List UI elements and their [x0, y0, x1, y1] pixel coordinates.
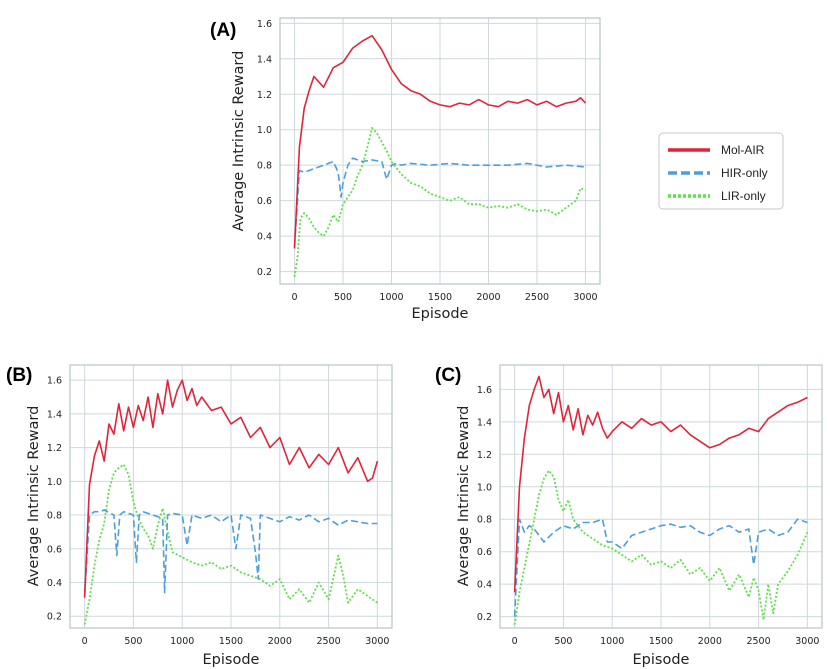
y-tick-label: 1.2 — [477, 450, 492, 461]
y-tick-label: 1.0 — [477, 482, 492, 493]
x-axis-label: Episode — [412, 306, 469, 322]
x-tick-label: 2500 — [525, 292, 549, 303]
x-tick-label: 1500 — [428, 292, 452, 303]
chart-panel-c: 0 500 1000 1500 2000 2500 3000 0.2 0.4 0.6 0.8 1.0 1… — [435, 364, 823, 668]
x-tick-label: 1000 — [379, 292, 403, 303]
y-tick-label: 0.8 — [47, 511, 62, 522]
x-tick-label: 2000 — [476, 292, 500, 303]
series-line-lir-only — [513, 469, 809, 625]
x-tick-label: 0 — [292, 292, 298, 303]
plot-frame — [69, 364, 393, 629]
y-tick-label: 0.6 — [47, 544, 62, 555]
x-tick-label: 2500 — [316, 636, 340, 647]
series-line-hir-only — [513, 518, 808, 617]
x-tick-label: 1500 — [219, 636, 243, 647]
y-tick-label: 0.4 — [477, 580, 492, 591]
panel-letter-a: (A) — [210, 20, 236, 41]
y-tick-label: 0.6 — [257, 196, 272, 207]
x-tick-label: 500 — [554, 636, 572, 647]
chart-panel-a: 0 500 1000 1500 2000 2500 3000 0.2 0.4 0.6 0.8 1.0 1… — [210, 17, 601, 322]
y-tick-label: 1.6 — [47, 376, 62, 387]
y-tick-label: 0.4 — [257, 232, 272, 243]
x-tick-label: 3000 — [573, 292, 597, 303]
x-tick-label: 1000 — [600, 636, 624, 647]
plot-frame — [279, 17, 601, 285]
y-tick-label: 1.6 — [257, 19, 272, 30]
x-tick-label: 2500 — [746, 636, 770, 647]
y-tick-label: 0.8 — [477, 515, 492, 526]
x-tick-label: 1000 — [170, 636, 194, 647]
x-tick-label: 1500 — [649, 636, 673, 647]
chart-panel-b: 0 500 1000 1500 2000 2500 3000 0.2 0.4 0.6 0.8 1.0 1… — [6, 364, 393, 668]
y-tick-label: 1.0 — [257, 125, 272, 136]
legend-label: HIR-only — [721, 166, 768, 180]
y-tick-label: 1.2 — [257, 90, 272, 101]
y-tick-label: 0.2 — [477, 612, 492, 623]
x-tick-label: 2000 — [698, 636, 722, 647]
legend-label: LIR-only — [721, 189, 766, 203]
x-tick-label: 500 — [124, 636, 142, 647]
series-line-mol-air — [83, 379, 379, 598]
x-tick-label: 3000 — [795, 636, 819, 647]
y-axis-label: Average Intrinsic Reward — [456, 406, 472, 587]
series-line-mol-air — [293, 34, 587, 249]
y-tick-label: 0.4 — [47, 578, 62, 589]
y-tick-label: 1.4 — [477, 417, 492, 428]
y-tick-label: 1.2 — [47, 443, 62, 454]
legend: Mol-AIR HIR-only LIR-only — [658, 132, 784, 210]
y-tick-label: 0.6 — [477, 547, 492, 558]
series-line-hir-only — [293, 157, 586, 247]
y-axis-label: Average Intrinsic Reward — [26, 406, 42, 587]
panel-letter-c: (C) — [435, 365, 461, 386]
x-tick-label: 0 — [82, 636, 88, 647]
y-tick-label: 1.4 — [47, 409, 62, 420]
y-tick-label: 1.4 — [257, 54, 272, 65]
x-tick-label: 500 — [334, 292, 352, 303]
y-tick-label: 0.2 — [47, 612, 62, 623]
x-tick-label: 0 — [512, 636, 518, 647]
y-axis-label: Average Intrinsic Reward — [231, 51, 247, 232]
x-axis-label: Episode — [633, 652, 690, 668]
plot-frame — [499, 364, 823, 629]
series-line-hir-only — [83, 509, 378, 597]
series-line-mol-air — [513, 375, 808, 593]
legend-label: Mol-AIR — [721, 143, 765, 157]
x-axis-label: Episode — [203, 652, 260, 668]
y-tick-label: 0.2 — [257, 267, 272, 278]
y-tick-label: 1.6 — [477, 385, 492, 396]
x-tick-label: 3000 — [365, 636, 389, 647]
x-tick-label: 2000 — [268, 636, 292, 647]
legend-box — [658, 132, 784, 210]
y-tick-label: 0.8 — [257, 161, 272, 172]
y-tick-label: 1.0 — [47, 477, 62, 488]
panel-letter-b: (B) — [6, 365, 32, 386]
